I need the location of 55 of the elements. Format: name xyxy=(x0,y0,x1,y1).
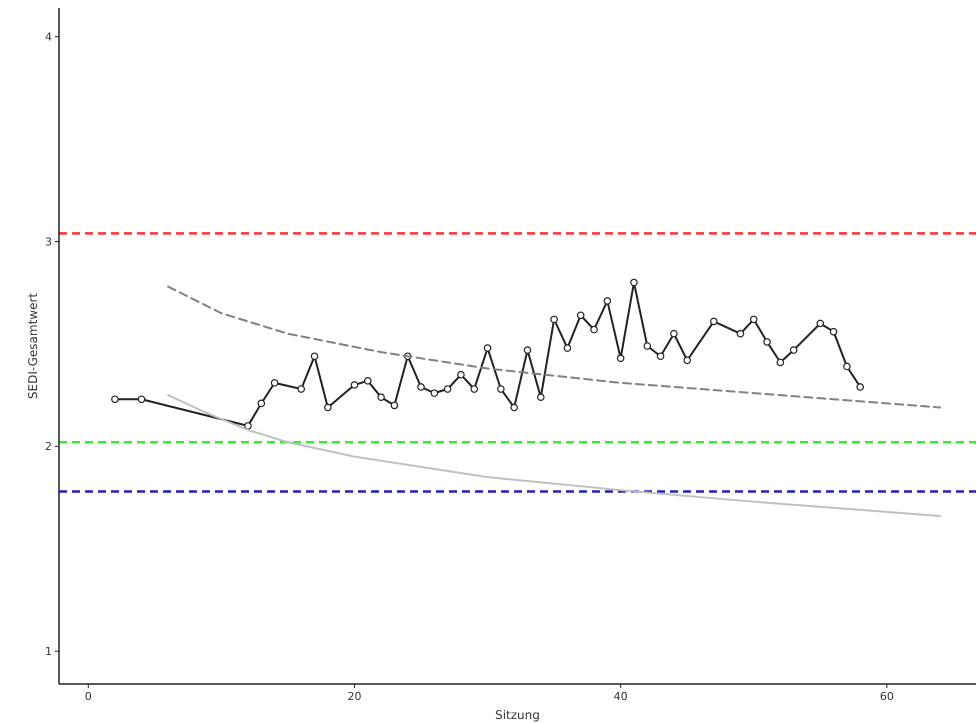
point xyxy=(843,362,851,370)
point xyxy=(417,383,425,391)
point xyxy=(750,316,758,324)
point xyxy=(776,358,784,366)
point xyxy=(736,330,744,338)
point xyxy=(683,356,691,364)
y-tick-label: 3 xyxy=(45,235,52,248)
point xyxy=(710,318,718,326)
line-series xyxy=(167,286,942,408)
x-tick-label: 60 xyxy=(880,690,894,703)
point xyxy=(550,316,558,324)
point xyxy=(524,346,532,354)
x-tick-label: 40 xyxy=(614,690,628,703)
point xyxy=(430,389,438,397)
point xyxy=(616,354,624,362)
y-tick-label: 2 xyxy=(45,440,52,454)
point xyxy=(510,404,518,412)
point xyxy=(310,352,318,360)
point xyxy=(497,385,505,393)
point xyxy=(576,311,585,320)
point xyxy=(670,330,678,338)
point xyxy=(790,346,798,354)
point xyxy=(244,422,252,430)
point xyxy=(457,370,465,378)
point xyxy=(444,385,452,393)
point xyxy=(390,402,398,410)
point xyxy=(830,328,838,336)
point xyxy=(350,381,358,389)
y-axis-title: SEDI-Gesamtwert xyxy=(26,292,40,400)
point xyxy=(536,393,545,402)
point xyxy=(643,342,652,350)
point xyxy=(364,377,372,385)
point xyxy=(656,352,664,360)
point xyxy=(258,400,266,408)
line-series xyxy=(167,394,942,518)
point xyxy=(377,393,385,402)
x-tick-label: 20 xyxy=(347,690,362,703)
point xyxy=(470,385,478,393)
x-tick-label: 0 xyxy=(84,690,92,703)
point xyxy=(856,383,864,391)
y-tick-label: 1 xyxy=(45,645,52,658)
point xyxy=(630,278,638,286)
x-axis-title: Sitzung xyxy=(495,708,540,722)
point xyxy=(270,379,278,387)
point xyxy=(324,404,332,412)
point xyxy=(564,344,572,352)
point xyxy=(816,320,824,328)
point xyxy=(297,385,306,393)
point xyxy=(763,338,771,346)
point xyxy=(138,395,146,404)
point xyxy=(604,297,612,305)
point xyxy=(484,344,492,352)
point xyxy=(590,326,598,334)
y-tick-label: 4 xyxy=(45,30,52,44)
point xyxy=(111,395,119,404)
